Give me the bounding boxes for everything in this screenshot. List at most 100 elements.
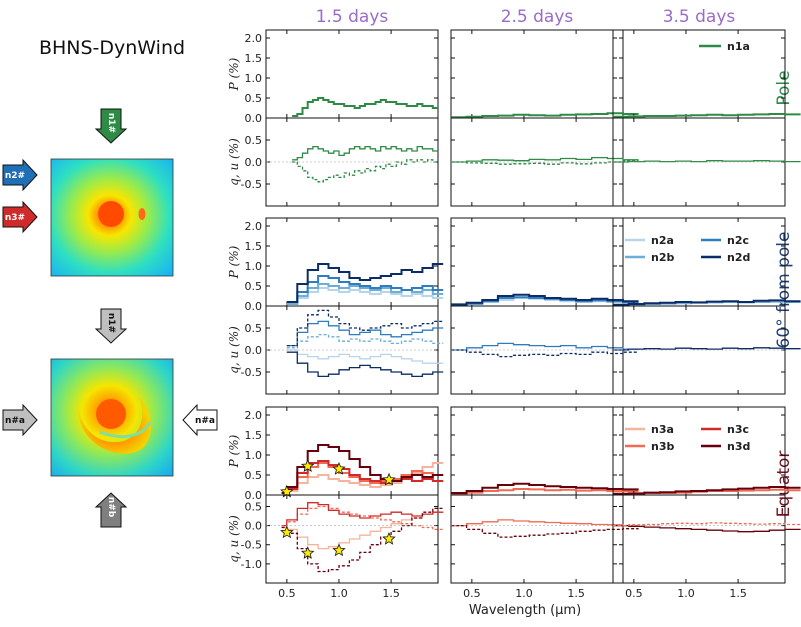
axes-frame	[265, 494, 439, 584]
legend-label: n2d	[727, 251, 750, 264]
y-tick-label: 2.0	[245, 220, 263, 233]
y-axis-label: P (%)	[227, 245, 241, 279]
column-title: 3.5 days	[663, 7, 736, 27]
view-arrow: n2#	[2, 158, 38, 192]
y-tick-label: -0.5	[241, 178, 262, 191]
series-line-n3d	[613, 486, 801, 495]
arrow-label: n#a	[5, 416, 25, 426]
series-line-n2d	[613, 347, 801, 351]
P-series-group	[613, 299, 801, 307]
series-line-n1a-q	[292, 145, 438, 161]
row-title: 60° from pole	[774, 232, 794, 349]
P-axes: 0.0 0.5 1.0 1.5 2.0 P (%)	[227, 217, 439, 313]
arrow-label: n3#	[5, 213, 25, 223]
x-tick-label: 0.5	[278, 587, 296, 600]
wavelength-star-marker	[382, 531, 396, 545]
P-axes	[450, 406, 624, 496]
x-axis-label: Wavelength (μm)	[469, 603, 581, 618]
arrow-label: n1#	[106, 113, 116, 133]
series-line-n2a	[286, 349, 444, 364]
row-title: Equator	[774, 451, 794, 518]
y-tick-label: 0.0	[245, 344, 263, 357]
y-tick-label: 1.5	[245, 240, 263, 253]
series-line-n1a-q	[613, 160, 801, 163]
arrow-shape	[182, 403, 218, 437]
y-tick-label: 0.5	[245, 92, 263, 105]
P-series-group	[613, 113, 801, 118]
x-tick-label: 1.5	[729, 587, 747, 600]
x-tick-label: 0.5	[463, 587, 481, 600]
ejecta-map-pole	[50, 158, 174, 277]
arrow-shape	[94, 108, 128, 144]
legend-label: n2b	[651, 251, 674, 264]
x-tick-label: 1.0	[330, 587, 348, 600]
view-arrow: n3#	[2, 200, 38, 234]
QU-series-group	[613, 522, 801, 533]
QU-series-group	[451, 519, 639, 538]
ejecta-crescent	[78, 396, 152, 454]
legend: n1a	[699, 40, 750, 53]
row-title: Pole	[774, 70, 794, 105]
series-line-n1a	[451, 112, 639, 119]
series-line-n3b	[281, 505, 444, 531]
axes-frame	[612, 406, 786, 496]
legend: n3a n3c n3b n3d	[625, 423, 750, 453]
arrow-label: n#a	[195, 416, 215, 426]
y-tick-label: 0.5	[245, 134, 263, 147]
series-line-n2b	[286, 283, 444, 305]
P-axes	[612, 217, 786, 307]
axes-frame	[450, 494, 624, 584]
view-arrow: n1#	[94, 108, 128, 144]
series-line-n2c	[286, 320, 444, 347]
arrow-label: n1#	[106, 313, 116, 333]
ejecta-ridge	[99, 421, 152, 439]
view-arrow: n#a	[182, 403, 218, 437]
P-series-group	[292, 97, 438, 117]
P-axes: 0.0 0.5 1.0 1.5 2.0 P (%)	[227, 406, 439, 502]
series-line-n3d	[281, 507, 444, 573]
legend-label: n3c	[727, 423, 749, 436]
y-tick-label: 1.0	[245, 72, 263, 85]
series-line-n3d	[451, 482, 639, 494]
wavelength-star-marker	[301, 459, 315, 472]
series-line-n2a	[286, 287, 444, 305]
wavelength-star-marker	[280, 525, 294, 539]
wavelength-star-marker	[332, 543, 346, 557]
P-axes: 0.0 0.5 1.0 1.5 2.0 P (%)	[227, 29, 439, 125]
y-tick-label: 0.0	[245, 300, 263, 313]
QU-series-group	[451, 156, 639, 165]
P-series-group	[613, 486, 801, 496]
P-series-group	[451, 482, 639, 495]
y-tick-label: 2.0	[245, 409, 263, 422]
arrow-label: n#b	[106, 497, 116, 518]
series-line-n2d	[286, 309, 444, 347]
wavelength-star-marker	[301, 546, 315, 559]
QU-series-group	[266, 145, 438, 183]
series-line-n2d	[613, 299, 801, 306]
series-line-n2d	[451, 349, 639, 358]
ejecta-clump	[138, 208, 146, 220]
column-title: 2.5 days	[501, 7, 574, 27]
QU-series-group	[266, 502, 444, 573]
P-series-group	[451, 112, 639, 119]
y-tick-label: 0.5	[245, 469, 263, 482]
legend-label: n2c	[727, 234, 749, 247]
QU-series-group	[613, 160, 801, 163]
series-line-n1a	[292, 97, 438, 117]
QU-axes: 0.5 1.0 1.5	[450, 494, 624, 600]
axes-frame	[612, 29, 786, 119]
series-line-n1a-u	[451, 160, 639, 165]
y-tick-label: -0.5	[241, 366, 262, 379]
axes-frame	[612, 217, 786, 307]
y-axis-label: q, u (%)	[227, 515, 241, 563]
axes-frame	[450, 217, 624, 307]
series-line-n1a-u	[292, 159, 438, 183]
x-tick-label: 1.5	[382, 587, 400, 600]
arrow-label: n2#	[5, 171, 25, 181]
series-line-n3c	[281, 502, 444, 527]
x-tick-label: 0.5	[625, 587, 643, 600]
y-tick-label: 0.5	[245, 322, 263, 335]
wavelength-star-marker	[382, 472, 396, 486]
series-line-n3d	[613, 524, 801, 533]
